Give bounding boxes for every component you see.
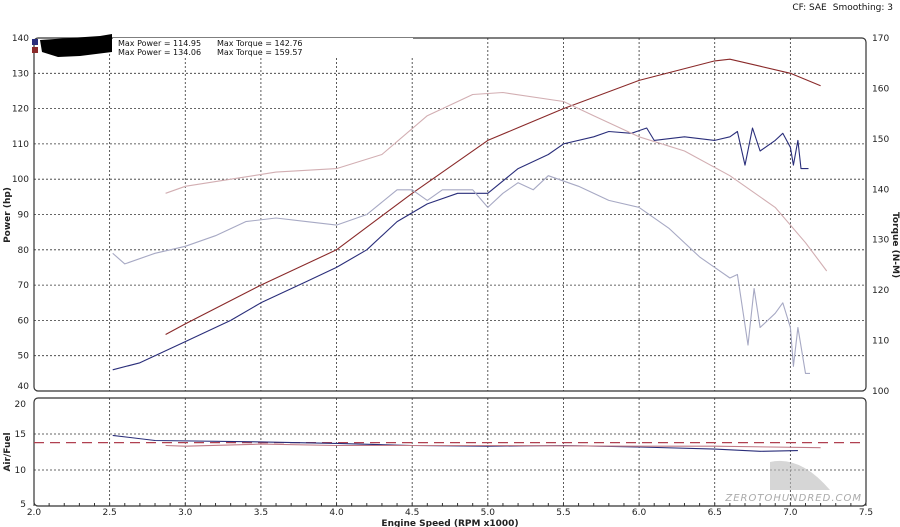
run-2-power-line bbox=[165, 58, 821, 335]
y-tick-label: 40 bbox=[18, 382, 30, 392]
y2-tick-label: 140 bbox=[872, 185, 889, 195]
y2-tick-label: 120 bbox=[872, 286, 889, 296]
x-tick-label: 5.0 bbox=[481, 508, 496, 518]
y-tick-label: 70 bbox=[18, 281, 30, 291]
y2-tick-label: 170 bbox=[872, 34, 889, 44]
redacted-block bbox=[40, 34, 112, 57]
afr-tick-label: 10 bbox=[15, 466, 27, 476]
afr-tick-label: 20 bbox=[15, 400, 27, 410]
series-lines bbox=[34, 58, 866, 452]
y2-tick-label: 160 bbox=[872, 84, 889, 94]
x-tick-label: 2.0 bbox=[27, 508, 42, 518]
legend-bg bbox=[113, 38, 413, 58]
logo-mark-icon bbox=[770, 460, 830, 490]
legend: Max Power = 114.95 Max Torque = 142.76 M… bbox=[32, 34, 413, 58]
afr-grid bbox=[34, 398, 866, 506]
x-tick-label: 7.5 bbox=[859, 508, 873, 518]
run-1-afr-line bbox=[112, 434, 798, 452]
axis-ticks: 2.0 2.5 3.0 3.5 4.0 4.5 5.0 5.5 6.0 6.5 7.0 7.5 40 50… bbox=[12, 34, 890, 518]
y-tick-label: 60 bbox=[18, 316, 30, 326]
y2-tick-label: 150 bbox=[872, 135, 889, 145]
legend-run2-power: Max Power = 134.06 bbox=[118, 48, 201, 57]
legend-run1-power: Max Power = 114.95 bbox=[118, 39, 201, 48]
y-tick-label: 100 bbox=[12, 175, 29, 185]
afr-tick-label: 15 bbox=[15, 430, 26, 440]
legend-run2-torque: Max Torque = 159.57 bbox=[217, 48, 303, 57]
x-tick-label: 6.5 bbox=[708, 508, 722, 518]
x-tick-label: 3.5 bbox=[254, 508, 268, 518]
x-tick-label: 7.0 bbox=[783, 508, 798, 518]
y2-tick-label: 100 bbox=[872, 387, 889, 397]
main-plot-frame bbox=[33, 37, 867, 392]
y-tick-label: 130 bbox=[12, 69, 29, 79]
x-tick-label: 6.0 bbox=[632, 508, 647, 518]
run-2-afr-line bbox=[165, 443, 821, 449]
y-tick-label: 50 bbox=[18, 352, 30, 362]
run-2-torque-line bbox=[165, 91, 828, 272]
y-tick-label: 90 bbox=[18, 211, 30, 221]
y2-tick-label: 110 bbox=[872, 337, 889, 347]
x-axis-label: Engine Speed (RPM x1000) bbox=[381, 519, 518, 527]
header-info: CF: SAE Smoothing: 3 bbox=[792, 3, 893, 13]
y-tick-label: 80 bbox=[18, 246, 30, 256]
afr-tick-label: 5 bbox=[20, 500, 26, 510]
x-tick-label: 5.5 bbox=[556, 508, 570, 518]
x-tick-label: 2.5 bbox=[102, 508, 116, 518]
main-grid bbox=[34, 38, 866, 391]
run-1-torque-line bbox=[112, 175, 810, 374]
legend-swatch-run2 bbox=[32, 47, 38, 53]
y-tick-label: 110 bbox=[12, 140, 29, 150]
y-axis-label: Power (hp) bbox=[3, 187, 13, 243]
watermark-logo: ZEROTOHUNDRED.COM bbox=[724, 460, 862, 504]
x-tick-label: 4.5 bbox=[405, 508, 419, 518]
y-tick-label: 140 bbox=[12, 34, 29, 44]
x-tick-label: 3.0 bbox=[178, 508, 193, 518]
legend-swatch-run1 bbox=[32, 39, 38, 45]
x-tick-label: 4.0 bbox=[329, 508, 344, 518]
y-tick-label: 120 bbox=[12, 105, 29, 115]
run-1-power-line bbox=[112, 127, 809, 371]
y2-tick-label: 130 bbox=[872, 236, 889, 246]
legend-run1-torque: Max Torque = 142.76 bbox=[217, 39, 303, 48]
watermark-text: ZEROTOHUNDRED.COM bbox=[724, 493, 862, 504]
afr-plot-frame bbox=[33, 397, 867, 507]
afr-axis-label: Air/Fuel bbox=[3, 432, 13, 471]
y2-axis-label: Torque (N-M) bbox=[890, 212, 900, 278]
